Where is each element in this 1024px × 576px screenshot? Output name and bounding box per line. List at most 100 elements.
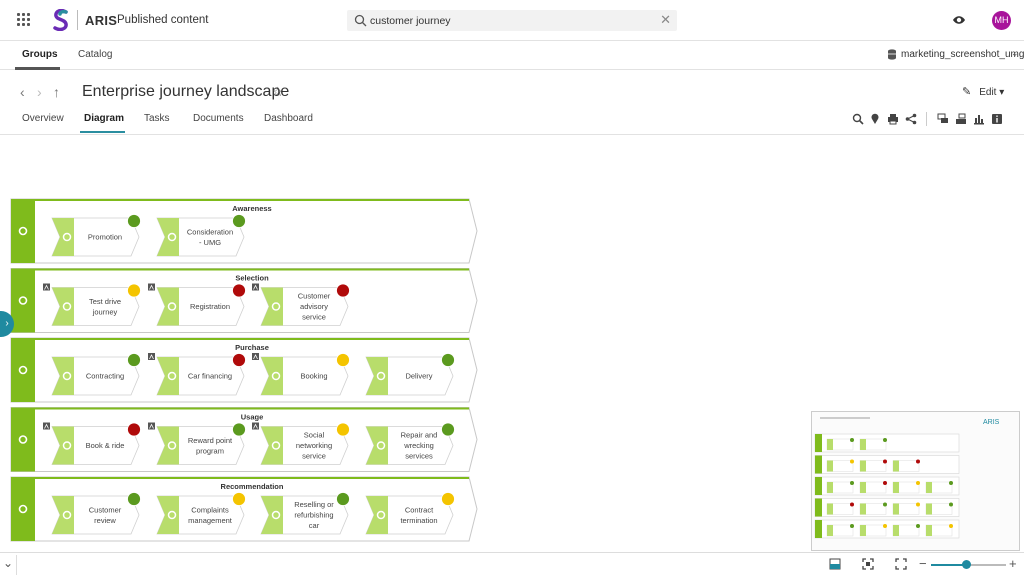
- journey-step[interactable]: Repair and wrecking services: [365, 422, 455, 465]
- status-indicator: [336, 353, 350, 367]
- print-icon[interactable]: [887, 113, 899, 125]
- diagram-minimap[interactable]: [811, 411, 1020, 551]
- status-indicator: [127, 492, 141, 506]
- zoom-search-icon[interactable]: [852, 113, 864, 125]
- zoom-slider-fill: [931, 564, 966, 566]
- journey-step[interactable]: Test drive journey: [43, 283, 141, 326]
- step-label-line: Test drive: [89, 297, 121, 306]
- properties-icon[interactable]: [955, 113, 967, 125]
- chevron-down-icon[interactable]: ⌄: [3, 556, 14, 570]
- minimap-step-tab: [893, 460, 899, 472]
- share-icon[interactable]: [905, 113, 917, 125]
- minimap-lane-bar: [815, 477, 822, 495]
- chevron-down-icon[interactable]: ⌄: [1011, 48, 1019, 58]
- step-label-line: car: [309, 521, 320, 530]
- journey-lane[interactable]: Purchase Contracting Car financing Booking D…: [10, 337, 478, 403]
- journey-step[interactable]: Car financing: [148, 353, 246, 396]
- zoom-out-button[interactable]: −: [919, 556, 927, 571]
- lane-title: Recommendation: [221, 482, 284, 491]
- clear-search-icon[interactable]: ✕: [660, 12, 671, 27]
- search-input[interactable]: [370, 12, 650, 29]
- minimap-lane-bar: [815, 498, 822, 517]
- minimap-lane-bar: [815, 520, 822, 538]
- linked-model-icon: [252, 422, 259, 430]
- fullscreen-icon[interactable]: [895, 558, 907, 570]
- step-label-line: Promotion: [88, 233, 122, 242]
- forward-arrow-icon[interactable]: ›: [37, 84, 42, 100]
- app-launcher-icon[interactable]: [17, 13, 31, 27]
- step-label-line: - UMG: [199, 238, 221, 247]
- tab-diagram[interactable]: Diagram: [84, 113, 125, 124]
- journey-step[interactable]: Promotion: [51, 214, 141, 257]
- step-label: Repair and wrecking services: [401, 431, 438, 461]
- toolbar-divider: [926, 112, 927, 126]
- step-label-line: networking: [296, 441, 332, 450]
- journey-step[interactable]: Registration: [148, 283, 246, 326]
- journey-step[interactable]: Customer advisory service: [252, 283, 350, 326]
- minimap-status: [883, 481, 887, 485]
- journey-lane[interactable]: Selection Test drive journey Registration Cu…: [10, 268, 478, 333]
- zoom-slider-handle[interactable]: [962, 560, 971, 569]
- step-label: Contracting: [86, 372, 124, 381]
- status-indicator: [232, 214, 246, 228]
- tab-catalog[interactable]: Catalog: [78, 49, 113, 60]
- journey-step[interactable]: Social networking service: [252, 422, 350, 465]
- status-indicator: [336, 492, 350, 506]
- app-title: Published content: [117, 14, 209, 26]
- chart-icon[interactable]: [973, 113, 985, 125]
- journey-step[interactable]: Contract termination: [365, 492, 455, 535]
- journey-lane[interactable]: Recommendation Customer review Complaints ma…: [10, 476, 478, 542]
- journey-step[interactable]: Reselling or refurbishing car: [260, 492, 350, 535]
- tab-tasks[interactable]: Tasks: [144, 113, 170, 124]
- edit-button[interactable]: ✎ Edit ▾: [962, 86, 1005, 98]
- top-bar: ARIS Published content ✕ MH: [0, 0, 1024, 41]
- minimap-status: [883, 438, 887, 442]
- minimap-status: [850, 524, 854, 528]
- journey-step[interactable]: Customer review: [51, 492, 141, 535]
- step-cycle-icon: [271, 441, 281, 450]
- tab-overview[interactable]: Overview: [22, 113, 64, 124]
- tab-documents[interactable]: Documents: [193, 113, 244, 124]
- back-arrow-icon[interactable]: ‹: [20, 84, 25, 100]
- minimap-toggle-icon[interactable]: [829, 558, 841, 570]
- journey-lane[interactable]: Usage Book & ride Reward point program Socia…: [10, 407, 478, 472]
- search-icon: [354, 14, 367, 27]
- journey-step[interactable]: Contracting: [51, 353, 141, 396]
- journey-step[interactable]: Book & ride: [43, 422, 141, 465]
- step-cycle-icon: [376, 441, 386, 450]
- journey-step[interactable]: Consideration - UMG: [156, 214, 246, 257]
- minimap-step-tab: [893, 482, 899, 493]
- up-arrow-icon[interactable]: ↑: [53, 84, 60, 100]
- status-indicator: [127, 422, 141, 437]
- database-selector[interactable]: marketing_screenshot_umg: [901, 49, 1024, 60]
- minimap-header-line: [820, 417, 870, 419]
- search-box[interactable]: ✕: [347, 10, 677, 31]
- linked-model-icon: [252, 353, 259, 360]
- tab-groups[interactable]: Groups: [22, 49, 58, 60]
- tab-dashboard[interactable]: Dashboard: [264, 113, 313, 124]
- journey-step[interactable]: Booking: [252, 353, 350, 396]
- journey-step[interactable]: Delivery: [365, 353, 455, 396]
- lane-cycle-icon: [18, 365, 28, 375]
- minimap-status: [850, 481, 854, 485]
- journey-step[interactable]: Reward point program: [148, 422, 246, 465]
- lane-side-bar: [11, 199, 35, 263]
- linked-model-glyph: [149, 354, 154, 360]
- diagram-canvas[interactable]: Awareness Promotion Consideration - UMG Sele…: [0, 135, 1024, 552]
- linked-model-glyph: [253, 354, 258, 360]
- eye-icon[interactable]: [952, 14, 966, 26]
- side-panel-toggle[interactable]: ›: [0, 311, 14, 337]
- fit-to-screen-icon[interactable]: [862, 558, 874, 570]
- user-avatar[interactable]: MH: [992, 11, 1011, 30]
- comments-icon[interactable]: [937, 113, 949, 125]
- lane-top-border: [35, 338, 469, 340]
- journey-step[interactable]: Complaints management: [156, 492, 246, 535]
- favorite-star-icon[interactable]: ☆: [272, 84, 284, 99]
- zoom-in-button[interactable]: +: [1009, 556, 1017, 571]
- journey-lane[interactable]: Awareness Promotion Consideration - UMG: [10, 198, 478, 264]
- minimap-status: [883, 459, 887, 464]
- step-cycle-icon: [376, 371, 386, 381]
- lane-title: Usage: [241, 413, 264, 422]
- info-icon[interactable]: [991, 113, 1003, 125]
- location-pin-icon[interactable]: [870, 113, 880, 125]
